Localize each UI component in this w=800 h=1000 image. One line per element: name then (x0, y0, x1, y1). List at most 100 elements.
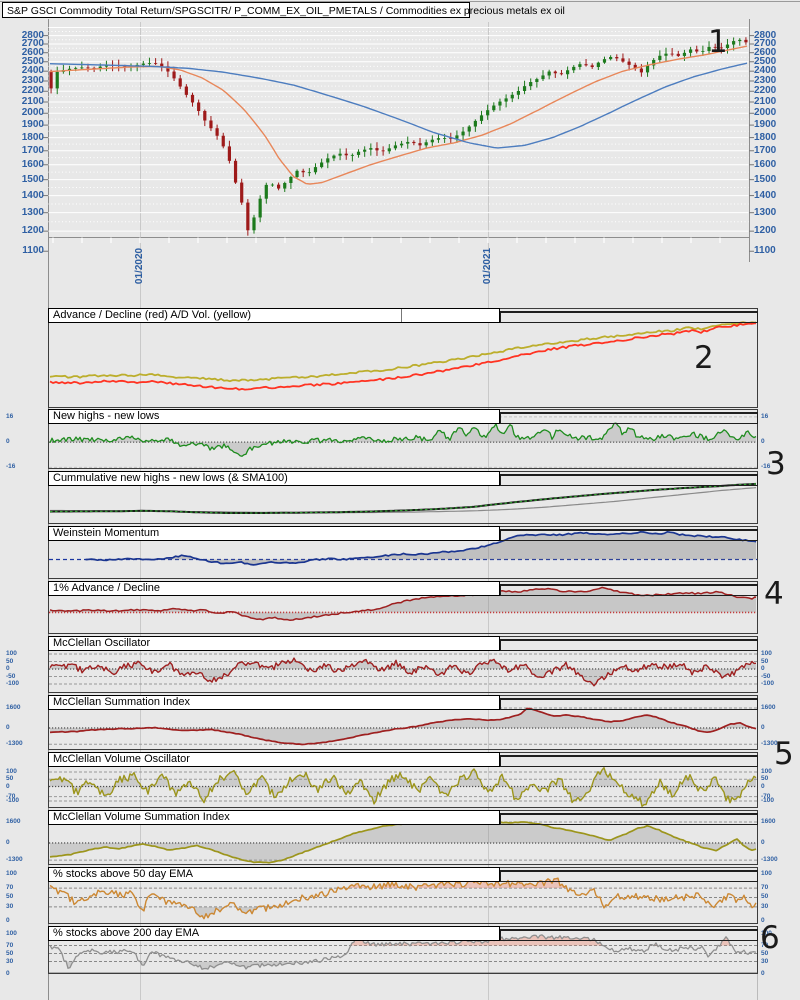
window-top-border (0, 1, 800, 2)
y-axis-label-right-mcosc: 50 (761, 657, 769, 665)
panel-header-strip-vsum (500, 813, 758, 825)
y-axis-label-right-main: 2700 (754, 37, 777, 49)
annotation-number-6: 6 (760, 920, 780, 956)
y-axis-label-right-main: 1100 (754, 245, 776, 257)
panel-title-box-vosc[interactable] (48, 752, 500, 767)
y-axis-label-right-p50: 70 (761, 884, 769, 892)
panel-right-edge (757, 974, 758, 1000)
y-axis-label-right-vosc: -70 (761, 792, 771, 800)
panel-title-box-p200[interactable] (48, 926, 500, 941)
y-axis-label-right-main: 2300 (754, 75, 777, 86)
y-axis-label-left-main: 1700 (21, 144, 44, 156)
y-axis-label-left-vosc: 50 (6, 775, 14, 783)
panel-title-adv: Advance / Decline (red) A/D Vol. (yellow… (53, 309, 252, 321)
y-axis-label-right-main: 1300 (754, 206, 777, 218)
y-axis-label-left-vsum: 0 (6, 839, 10, 846)
y-axis-label-left-main: 1400 (21, 189, 44, 201)
y-axis-label-left-p200: 70 (6, 941, 14, 949)
y-axis-label-left-p200: 50 (6, 949, 14, 957)
y-axis-label-left-main: 2000 (21, 107, 44, 119)
chart-title-bar[interactable]: S&P GSCI Commodity Total Return/SPGSCITR… (2, 2, 565, 18)
panel-title-wein: Weinstein Momentum (53, 527, 160, 539)
y-axis-label-right-main: 2400 (754, 65, 777, 77)
y-axis-label-left-vsum: -1300 (6, 856, 23, 864)
y-axis-label-left-main: 2100 (21, 95, 44, 107)
title-box-divider (401, 309, 402, 322)
panel-header-strip-vosc (500, 755, 758, 767)
panel-title-box-cum[interactable] (48, 471, 500, 486)
y-axis-label-right-p50: 30 (761, 902, 769, 910)
annotation-number-1: 1 (708, 24, 728, 60)
y-axis-label-left-vosc: 100 (6, 768, 17, 776)
y-axis-label-right-main: 1400 (754, 189, 777, 201)
y-axis-label-right-main: 2000 (754, 107, 777, 119)
y-axis-label-left-main: 2700 (21, 37, 44, 49)
x-axis-date-label: 01/2021 (482, 247, 494, 285)
panel-mcosc-plot[interactable] (49, 653, 757, 687)
y-axis-label-left-vosc: -70 (6, 792, 16, 800)
year-gridline-2021 (488, 22, 489, 1000)
panel-p50-plot[interactable] (49, 877, 757, 920)
y-axis-label-right-main: 2500 (754, 55, 777, 67)
annotation-number-2: 2 (694, 340, 714, 376)
panel-title-box-pct1[interactable] (48, 581, 500, 596)
panel-title-box-vsum[interactable] (48, 810, 500, 825)
panel-title-vosc: McClellan Volume Oscillator (53, 753, 190, 765)
y-axis-label-right-main: 2600 (754, 46, 777, 58)
panel-title-p200: % stocks above 200 day EMA (53, 927, 200, 939)
y-axis-label-right-vsum: 1600 (761, 817, 776, 825)
panel-adv-plot[interactable] (49, 321, 757, 391)
y-axis-label-left-msum: -1300 (6, 740, 23, 748)
annotation-number-3: 3 (766, 446, 786, 482)
panel-main-plot[interactable] (48, 27, 749, 241)
panel-cum-plot[interactable] (49, 482, 757, 514)
y-axis-label-right-main: 1200 (754, 225, 777, 237)
y-axis-label-right-mcosc: -100 (761, 680, 775, 687)
y-axis-label-left-p50: 100 (6, 870, 17, 877)
panel-frame-adv[interactable] (48, 308, 758, 408)
y-axis-label-right-msum: 0 (761, 724, 765, 731)
panel-title-cum: Cummulative new highs - new lows (& SMA1… (53, 472, 288, 484)
y-axis-label-left-main: 2300 (21, 75, 44, 86)
panel-title-pct1: 1% Advance / Decline (53, 582, 161, 594)
panel-title-box-msum[interactable] (48, 695, 500, 710)
y-axis-label-left-p50: 0 (6, 916, 10, 924)
y-axis-label-right-main: 2100 (754, 95, 777, 107)
panel-header-strip-adv (500, 311, 758, 323)
y-axis-label-left-main: 2400 (21, 65, 44, 77)
y-axis-label-left-mcosc: 0 (6, 665, 10, 672)
y-axis-label-left-main: 1800 (21, 131, 44, 143)
panel-header-strip-cum (500, 474, 758, 486)
y-axis-label-right-vsum: 0 (761, 839, 765, 846)
y-axis-label-left-main: 2600 (21, 46, 44, 58)
y-axis-label-right-mcosc: -50 (761, 672, 771, 680)
panel-header-strip-pct1 (500, 584, 758, 596)
y-axis-label-left-main: 1300 (21, 206, 44, 218)
panel-header-strip-nh (500, 412, 758, 424)
y-axis-label-left-main: 1600 (21, 158, 44, 170)
y-axis-label-left-nh: 16 (6, 412, 14, 420)
panel-title-box-wein[interactable] (48, 526, 500, 541)
panel-msum-plot[interactable] (49, 707, 757, 746)
panel-title-vsum: McClellan Volume Summation Index (53, 811, 230, 823)
panel-vosc-plot[interactable] (49, 767, 757, 807)
panel-header-strip-p200 (500, 929, 758, 941)
chart-title: S&P GSCI Commodity Total Return/SPGSCITR… (7, 5, 565, 17)
y-axis-label-right-main: 1900 (754, 119, 777, 131)
y-axis-label-left-vosc: -100 (6, 797, 20, 805)
y-axis-label-right-p50: 100 (761, 870, 772, 877)
y-axis-label-right-msum: 1600 (761, 704, 776, 711)
panel-title-box-p50[interactable] (48, 867, 500, 882)
y-axis-label-right-main: 1500 (754, 173, 777, 185)
y-axis-label-right-vosc: -100 (761, 797, 775, 805)
panel-header-strip-wein (500, 529, 758, 541)
y-axis-label-right-mcosc: 0 (761, 665, 765, 672)
panel-title-box-nh[interactable] (48, 409, 500, 424)
panel-header-strip-msum (500, 698, 758, 710)
y-axis-label-left-msum: 0 (6, 724, 10, 731)
panel-title-box-mcosc[interactable] (48, 636, 500, 651)
annotation-number-4: 4 (764, 576, 784, 612)
panel-title-box-adv[interactable] (48, 308, 500, 323)
y-axis-label-left-mcosc: -50 (6, 672, 16, 680)
